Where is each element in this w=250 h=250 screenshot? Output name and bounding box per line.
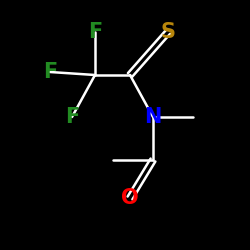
Text: N: N [144,107,162,127]
Text: S: S [160,22,176,42]
Text: F: F [88,22,102,42]
Text: F: F [65,107,79,127]
Text: O: O [121,188,139,208]
Text: F: F [43,62,57,82]
